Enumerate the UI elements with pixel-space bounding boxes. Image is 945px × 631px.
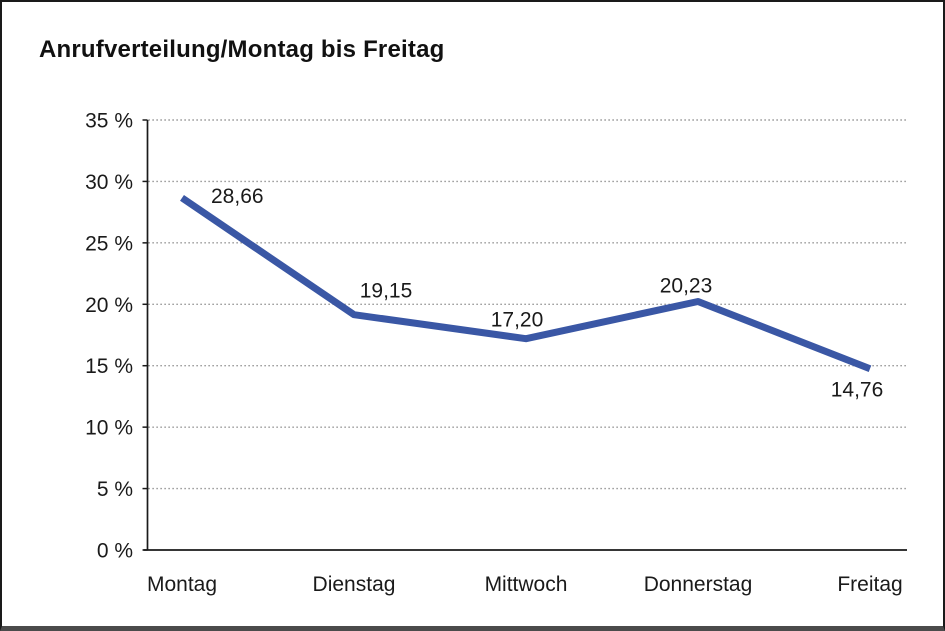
x-category-label: Freitag xyxy=(837,573,902,596)
chart-title: Anrufverteilung/Montag bis Freitag xyxy=(39,36,445,63)
y-tick-label: 10 % xyxy=(85,417,133,440)
data-label: 14,76 xyxy=(831,379,884,402)
y-tick-label: 30 % xyxy=(85,171,133,194)
x-category-label: Donnerstag xyxy=(644,573,753,596)
x-category-label: Mittwoch xyxy=(485,573,568,596)
y-tick-label: 20 % xyxy=(85,294,133,317)
y-tick-label: 5 % xyxy=(97,478,133,501)
data-series-line xyxy=(180,195,872,372)
y-tick-label: 35 % xyxy=(85,110,133,133)
x-category-label: Dienstag xyxy=(313,573,396,596)
data-label: 19,15 xyxy=(360,280,413,303)
data-label: 20,23 xyxy=(660,274,713,297)
x-category-label: Montag xyxy=(147,573,217,596)
y-tick-label: 25 % xyxy=(85,232,133,255)
y-tick-label: 0 % xyxy=(97,540,133,563)
data-label: 28,66 xyxy=(211,185,264,208)
data-label: 17,20 xyxy=(491,309,544,332)
y-tick-label: 15 % xyxy=(85,355,133,378)
